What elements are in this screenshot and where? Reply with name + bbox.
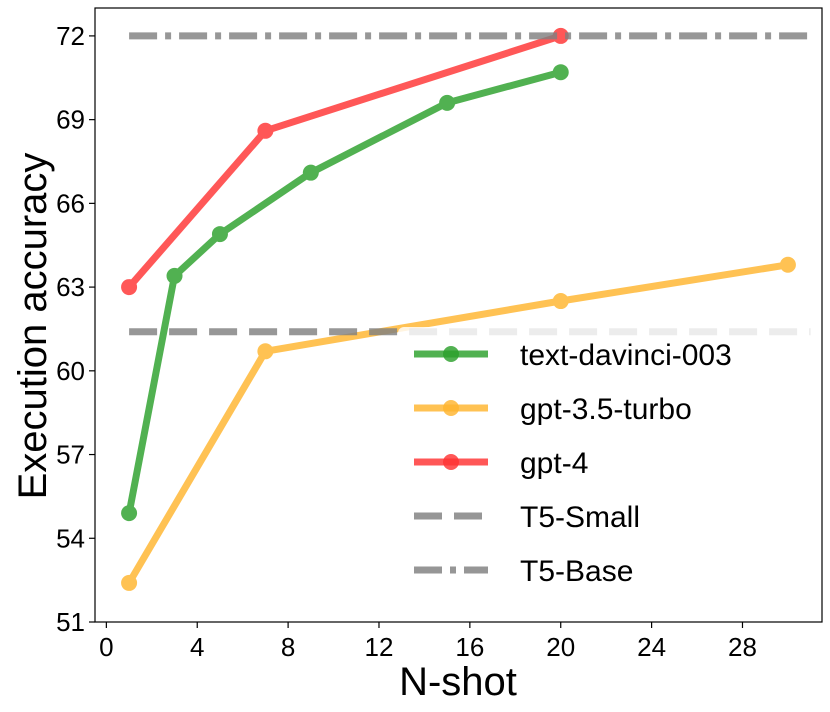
legend-label: gpt-4 xyxy=(520,447,588,480)
data-point-text-davinci-003 xyxy=(439,94,456,111)
legend-item-t5-small: T5-Small xyxy=(414,501,640,534)
data-point-text-davinci-003 xyxy=(302,164,319,181)
y-tick-label: 51 xyxy=(56,607,85,637)
legend-marker xyxy=(443,346,459,362)
data-point-text-davinci-003 xyxy=(211,226,228,243)
x-tick-label: 8 xyxy=(281,632,295,662)
series-line-text-davinci-003 xyxy=(125,68,565,517)
x-tick-label: 24 xyxy=(637,632,666,662)
x-axis: 0 4 8 12 16 20 24 28 xyxy=(99,622,757,662)
legend-label: T5-Base xyxy=(520,555,633,588)
y-axis: 51 54 57 60 63 66 69 72 xyxy=(56,21,95,637)
data-point-gpt-3-5-turbo xyxy=(552,293,569,310)
data-point-text-davinci-003 xyxy=(552,64,569,81)
x-tick-label: 0 xyxy=(99,632,113,662)
legend-marker xyxy=(443,454,459,470)
data-point-gpt-4 xyxy=(121,279,138,296)
series-line-gpt-3-5-turbo xyxy=(125,261,792,587)
series-text-davinci-003 xyxy=(121,64,569,522)
legend-label: gpt-3.5-turbo xyxy=(520,393,692,426)
legend: text-davinci-003 gpt-3.5-turbo gpt-4 T5-Sma… xyxy=(398,327,816,599)
data-point-gpt-3-5-turbo xyxy=(257,343,274,360)
legend-label: text-davinci-003 xyxy=(520,339,732,372)
y-tick-label: 54 xyxy=(56,523,85,553)
legend-item-gpt-4: gpt-4 xyxy=(414,447,588,480)
data-point-gpt-4 xyxy=(257,122,274,139)
legend-item-gpt-3-5-turbo: gpt-3.5-turbo xyxy=(414,393,692,426)
data-point-gpt-3-5-turbo xyxy=(121,574,138,591)
legend-item-t5-base: T5-Base xyxy=(414,555,633,588)
x-tick-label: 20 xyxy=(546,632,575,662)
series-gpt-4 xyxy=(121,27,569,296)
x-tick-label: 16 xyxy=(455,632,484,662)
plot-frame xyxy=(94,7,823,623)
x-tick-label: 4 xyxy=(190,632,204,662)
legend-item-text-davinci-003: text-davinci-003 xyxy=(414,339,732,372)
x-axis-title: N-shot xyxy=(399,660,517,704)
x-tick-label: 28 xyxy=(728,632,757,662)
legend-box xyxy=(398,327,816,599)
x-tick-label: 12 xyxy=(365,632,394,662)
y-tick-label: 66 xyxy=(56,188,85,218)
data-point-text-davinci-003 xyxy=(166,267,183,284)
y-axis-title: Execution accuracy xyxy=(11,153,55,500)
y-tick-label: 72 xyxy=(56,21,85,51)
y-tick-label: 63 xyxy=(56,272,85,302)
series-line-gpt-4 xyxy=(125,32,565,291)
data-point-gpt-4 xyxy=(552,27,569,44)
data-point-text-davinci-003 xyxy=(121,505,138,522)
y-tick-label: 69 xyxy=(56,105,85,135)
series-gpt-3-5-turbo xyxy=(121,256,796,591)
y-tick-label: 60 xyxy=(56,356,85,386)
y-tick-label: 57 xyxy=(56,440,85,470)
data-point-gpt-3-5-turbo xyxy=(779,256,796,273)
legend-marker xyxy=(443,400,459,416)
legend-label: T5-Small xyxy=(520,501,640,534)
